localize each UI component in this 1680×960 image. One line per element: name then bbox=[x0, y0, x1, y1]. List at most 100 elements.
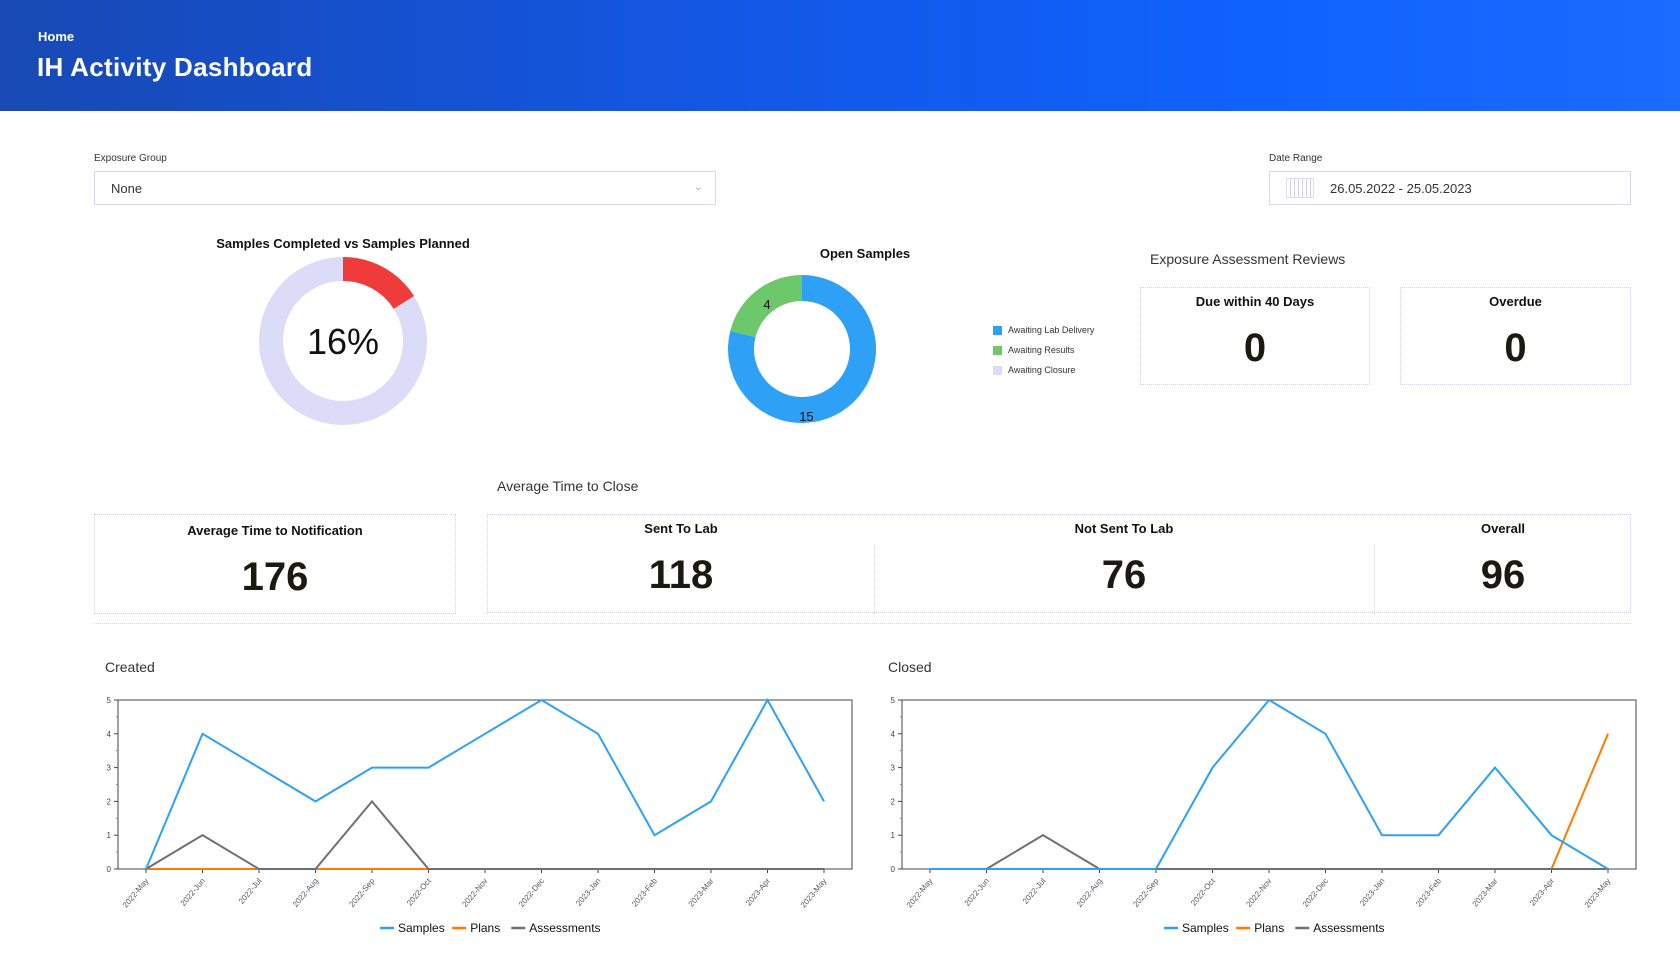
x-tick-label: 2023-Jan bbox=[574, 877, 602, 908]
exposure-group-select[interactable]: None ⌄ bbox=[94, 171, 716, 205]
x-tick-label: 2022-Oct bbox=[405, 876, 434, 908]
x-tick-label: 2022-Sep bbox=[347, 876, 377, 909]
completed-percent: 16% bbox=[307, 321, 379, 362]
card-value: 176 bbox=[241, 555, 309, 599]
plot-frame bbox=[117, 699, 853, 870]
completed-donut: 16% bbox=[259, 257, 427, 425]
legend-item: Awaiting Results bbox=[993, 343, 1094, 357]
series-line-plans bbox=[930, 733, 1609, 870]
due-within-40-days-card: Due within 40 Days 0 bbox=[1140, 287, 1370, 385]
legend-label: Samples bbox=[1182, 921, 1229, 935]
x-tick-label: 2022-May bbox=[905, 877, 935, 910]
card-value: 0 bbox=[1243, 326, 1267, 370]
x-tick-label: 2023-Mar bbox=[1471, 876, 1500, 908]
legend-label: Assessments bbox=[1313, 921, 1384, 935]
y-tick-label: 0 bbox=[891, 865, 896, 874]
segment-label: 4 bbox=[763, 297, 770, 312]
open-samples-donut: 15 4 bbox=[728, 275, 876, 424]
date-range-value: 26.05.2022 - 25.05.2023 bbox=[1330, 180, 1472, 196]
card-label: Overall bbox=[1480, 521, 1526, 536]
chevron-down-icon: ⌄ bbox=[693, 181, 703, 193]
y-tick-label: 4 bbox=[891, 730, 896, 739]
card-label: Not Sent To Lab bbox=[1074, 521, 1174, 536]
avg-time-to-close-title: Average Time to Close bbox=[497, 478, 639, 494]
avg-time-to-notification-card: Average Time to Notification 176 bbox=[94, 514, 456, 614]
segment-label: 15 bbox=[799, 409, 813, 424]
x-tick-label: 2022-Jun bbox=[179, 877, 207, 908]
card-label: Average Time to Notification bbox=[187, 523, 363, 538]
legend-label: Samples bbox=[398, 921, 445, 935]
breadcrumb-home[interactable]: Home bbox=[38, 29, 75, 44]
legend-swatch bbox=[993, 365, 1002, 375]
x-tick-label: 2023-May bbox=[799, 877, 829, 910]
donut-segment bbox=[728, 275, 876, 423]
series-line-assessments bbox=[145, 799, 824, 870]
x-tick-label: 2022-Jul bbox=[1021, 876, 1048, 905]
date-range-label: Date Range bbox=[1269, 153, 1323, 164]
legend-item: Awaiting Closure bbox=[993, 363, 1094, 377]
page-header: Home IH Activity Dashboard bbox=[0, 0, 1680, 111]
x-tick-label: 2023-Mar bbox=[687, 876, 716, 908]
legend-label: Awaiting Lab Delivery bbox=[1008, 325, 1095, 335]
y-tick-label: 3 bbox=[891, 764, 896, 773]
x-tick-label: 2022-Oct bbox=[1189, 876, 1218, 908]
legend-label: Awaiting Results bbox=[1008, 345, 1075, 355]
card-label: Due within 40 Days bbox=[1195, 294, 1315, 309]
card-value: 118 bbox=[648, 553, 714, 597]
closed-chart: 0 1 2 3 4 5 2022-May 2022-Jun 2022-Jul 2022-Aug 20… bbox=[891, 696, 1637, 935]
x-tick-label: 2022-Nov bbox=[460, 877, 489, 909]
x-tick-label: 2022-Aug bbox=[1075, 877, 1104, 909]
plot-frame bbox=[901, 699, 1637, 870]
x-tick-label: 2023-Apr bbox=[744, 876, 772, 907]
open-samples-legend: Awaiting Lab Delivery Awaiting Results A… bbox=[993, 323, 1094, 377]
card-label: Overdue bbox=[1489, 294, 1542, 309]
card-value: 0 bbox=[1504, 326, 1527, 370]
created-chart: 0 1 2 3 4 5 2022-May 2022-Jun 2022-Jul 2022-Aug 20… bbox=[107, 696, 853, 935]
series-line-samples bbox=[145, 697, 825, 870]
y-tick-label: 2 bbox=[891, 797, 896, 806]
y-tick-label: 2 bbox=[107, 797, 112, 806]
section-divider bbox=[94, 623, 1631, 624]
closed-chart-title: Closed bbox=[888, 659, 932, 675]
reviews-title: Exposure Assessment Reviews bbox=[1150, 251, 1346, 267]
date-range-input[interactable]: 26.05.2022 - 25.05.2023 bbox=[1269, 171, 1631, 205]
legend-swatch bbox=[993, 325, 1002, 335]
exposure-group-value: None bbox=[111, 180, 143, 196]
sent-to-lab-section: Sent To Lab 118 bbox=[488, 515, 874, 614]
y-tick-label: 1 bbox=[891, 831, 896, 840]
legend-item: Awaiting Lab Delivery bbox=[993, 323, 1094, 337]
x-tick-label: 2023-May bbox=[1583, 877, 1613, 910]
x-tick-label: 2022-Aug bbox=[291, 877, 320, 909]
legend-label: Plans bbox=[1254, 921, 1284, 935]
series-line-samples bbox=[930, 698, 1609, 870]
legend-label: Plans bbox=[470, 921, 500, 935]
x-tick-label: 2022-Jun bbox=[963, 877, 991, 908]
exposure-group-label: Exposure Group bbox=[94, 153, 167, 164]
calendar-icon[interactable] bbox=[1286, 178, 1314, 198]
not-sent-to-lab-section: Not Sent To Lab 76 bbox=[874, 515, 1374, 614]
y-tick-label: 1 bbox=[107, 831, 112, 840]
legend-swatch bbox=[993, 345, 1002, 355]
x-tick-label: 2023-Feb bbox=[630, 876, 659, 908]
x-tick-label: 2022-Nov bbox=[1244, 877, 1273, 909]
donut-segment bbox=[730, 275, 802, 338]
y-tick-label: 0 bbox=[107, 865, 112, 874]
x-tick-label: 2022-May bbox=[121, 877, 151, 910]
x-tick-label: 2022-Dec bbox=[1301, 877, 1330, 909]
y-tick-label: 5 bbox=[891, 696, 896, 705]
divider bbox=[874, 545, 875, 614]
legend-label: Awaiting Closure bbox=[1008, 365, 1076, 375]
completed-arc bbox=[259, 257, 427, 425]
y-tick-label: 5 bbox=[107, 696, 112, 705]
legend-label: Assessments bbox=[529, 921, 600, 935]
page-title: IH Activity Dashboard bbox=[37, 52, 313, 82]
avg-time-to-close-card: Sent To Lab 118 Not Sent To Lab 76 Overa… bbox=[487, 514, 1631, 614]
x-tick-label: 2022-Dec bbox=[517, 877, 546, 909]
divider bbox=[1374, 545, 1375, 614]
completed-vs-planned-title: Samples Completed vs Samples Planned bbox=[216, 236, 470, 251]
x-tick-label: 2023-Apr bbox=[1528, 876, 1556, 907]
x-tick-label: 2023-Feb bbox=[1414, 876, 1443, 908]
card-label: Sent To Lab bbox=[644, 521, 718, 536]
x-tick-label: 2022-Sep bbox=[1131, 876, 1161, 909]
created-chart-title: Created bbox=[105, 659, 155, 675]
